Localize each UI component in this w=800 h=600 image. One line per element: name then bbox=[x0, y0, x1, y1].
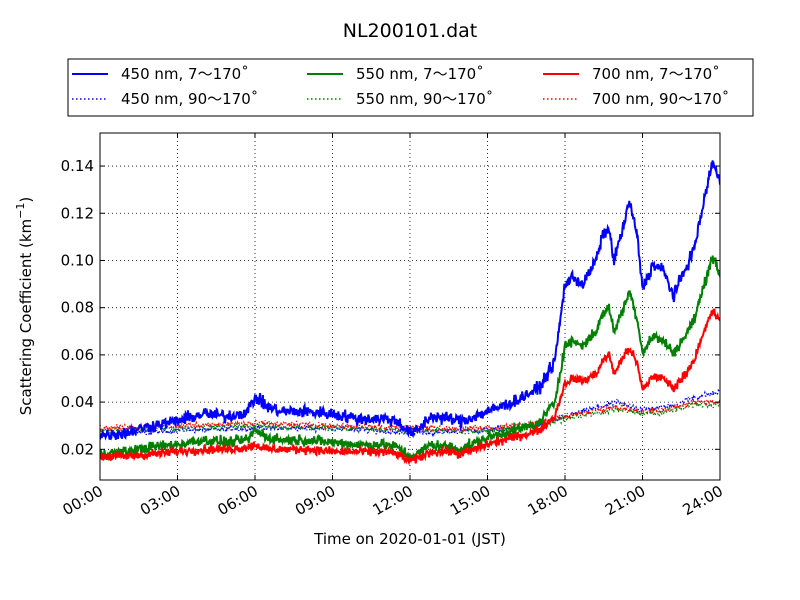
chart-title: NL200101.dat bbox=[343, 20, 478, 42]
y-tick-label: 0.02 bbox=[61, 440, 94, 458]
series-line bbox=[100, 255, 720, 463]
y-tick-label: 0.08 bbox=[61, 299, 94, 317]
legend-label: 450 nm, 7～170˚ bbox=[121, 65, 249, 83]
legend-label: 700 nm, 90～170˚ bbox=[592, 90, 729, 108]
y-tick-label: 0.06 bbox=[61, 346, 94, 364]
y-axis-label-text: Scattering Coefficient (km bbox=[17, 219, 35, 415]
legend: 450 nm, 7～170˚ 450 nm, 90～170˚ 550 nm, 7～1… bbox=[67, 58, 754, 117]
series-line bbox=[100, 160, 720, 441]
grid bbox=[99, 133, 721, 480]
legend-label: 550 nm, 7～170˚ bbox=[356, 65, 484, 83]
y-axis-label-close: ) bbox=[17, 197, 35, 203]
y-tick-label: 0.10 bbox=[61, 251, 94, 269]
y-axis-label: Scattering Coefficient (km−1) bbox=[14, 197, 35, 416]
legend-label: 700 nm, 7～170˚ bbox=[592, 65, 720, 83]
series-line bbox=[100, 397, 720, 434]
series-layer bbox=[100, 160, 720, 466]
legend-box bbox=[67, 58, 754, 117]
x-axis-label: Time on 2020-01-01 (JST) bbox=[313, 530, 506, 548]
legend-label: 450 nm, 90～170˚ bbox=[121, 90, 258, 108]
y-axis-label-sup: −1 bbox=[14, 203, 27, 219]
series-line bbox=[100, 308, 720, 466]
y-tick-label: 0.14 bbox=[61, 157, 94, 175]
y-tick-label: 0.04 bbox=[61, 393, 94, 411]
legend-label: 550 nm, 90～170˚ bbox=[356, 90, 493, 108]
y-tick-label: 0.12 bbox=[61, 204, 94, 222]
